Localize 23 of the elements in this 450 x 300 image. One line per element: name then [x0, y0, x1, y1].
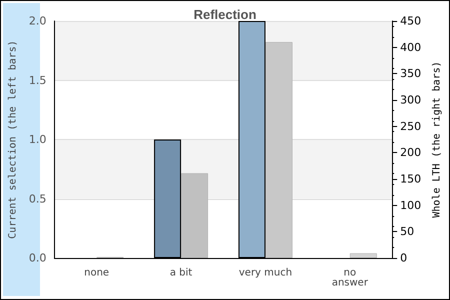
y-tick-label: 1.0	[28, 133, 46, 146]
y2-tick-label: 300	[400, 94, 422, 106]
y2-tick-label: 100	[400, 198, 422, 212]
y-tick-label: 0.5	[28, 192, 46, 206]
chart-title: Reflection	[194, 7, 256, 22]
y2-tick-label: 350	[400, 67, 422, 80]
x-tick-label: a bit	[170, 268, 192, 278]
bar	[350, 253, 377, 258]
y2-tick-label: 250	[400, 120, 422, 133]
x-tick-label: none	[84, 268, 110, 278]
y2-axis-title: Whole LTH (the right bars)	[432, 61, 442, 218]
y-axis-title: Current selection (the left bars)	[8, 40, 18, 239]
y2-tick-label: 150	[400, 172, 422, 186]
x-tick-label: no answer	[332, 268, 369, 288]
y2-tick-label: 50	[400, 225, 414, 238]
x-tick-label: very much	[238, 268, 292, 278]
y2-tick-label: 0	[400, 252, 408, 264]
y2-tick-label: 400	[400, 40, 422, 54]
y2-tick-label: 450	[400, 14, 422, 28]
y2-tick-label: 200	[400, 146, 422, 160]
y-tick-label: 0.0	[28, 252, 46, 264]
y-tick-label: 1.5	[28, 74, 46, 87]
y-tick-label: 2.0	[28, 14, 46, 28]
